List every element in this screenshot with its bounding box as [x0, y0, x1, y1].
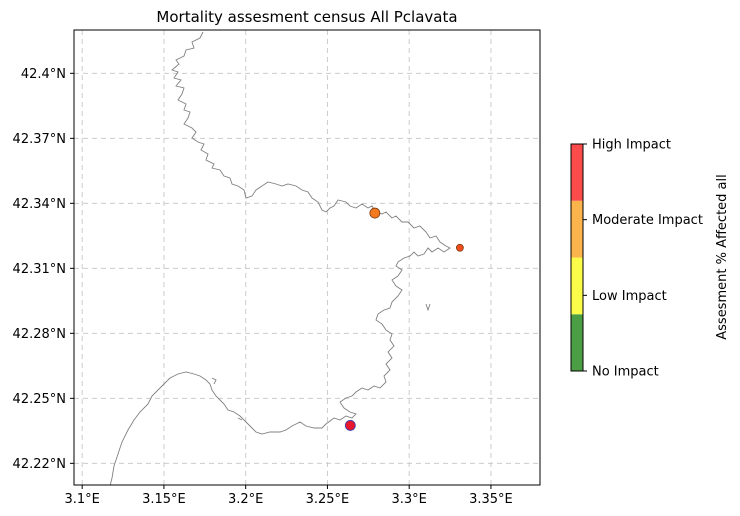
colorbar-segment-0 [571, 314, 583, 371]
map-frame [73, 29, 541, 486]
colorbar-segments [571, 144, 583, 371]
colorbar-segment-3 [571, 144, 583, 201]
y-tick-label: 42.22°N [13, 457, 66, 472]
x-tick-label: 3.2°E [228, 492, 263, 507]
coastline-islet-2 [211, 377, 217, 385]
coastline-layer [109, 31, 451, 485]
y-tick-label: 42.37°N [13, 132, 66, 147]
coastline-islet-1 [425, 303, 431, 312]
assessment-point-0 [369, 207, 381, 219]
y-tick-label: 42.31°N [13, 262, 66, 277]
grid-lines [74, 30, 540, 485]
x-tick-label: 3.35°E [469, 492, 513, 507]
y-axis-ticks: 42.22°N 42.25°N 42.28°N 42.31°N 42.34°N 42.37… [13, 67, 74, 472]
assessment-point-2 [344, 420, 356, 431]
y-tick-label: 42.28°N [13, 327, 66, 342]
coastline-main [109, 31, 451, 485]
coastline-islet-3 [237, 417, 243, 421]
colorbar-ticks: No Impact Low Impact Moderate Impact High I… [583, 138, 703, 380]
x-tick-label: 3.3°E [391, 492, 426, 507]
y-tick-label: 42.34°N [13, 197, 66, 212]
y-tick-label: 42.25°N [13, 392, 66, 407]
x-tick-label: 3.15°E [142, 492, 186, 507]
colorbar-tick-label: Low Impact [592, 289, 667, 304]
colorbar-frame [570, 143, 584, 372]
assessment-points [344, 207, 464, 431]
map-axes: 3.1°E 3.15°E 3.2°E 3.25°E 3.3°E 3.35°E 42.22°… [13, 29, 541, 507]
colorbar-label: Assesment % Affected all [715, 174, 730, 340]
x-tick-label: 3.1°E [64, 492, 99, 507]
map-title: Mortality assesment census All Pclavata [156, 8, 457, 26]
colorbar: No Impact Low Impact Moderate Impact High I… [570, 138, 730, 380]
x-tick-label: 3.25°E [306, 492, 350, 507]
colorbar-tick-label: No Impact [592, 365, 659, 380]
colorbar-segment-1 [571, 257, 583, 315]
assessment-point-1 [455, 243, 464, 252]
colorbar-tick-label: Moderate Impact [592, 213, 703, 228]
x-axis-ticks: 3.1°E 3.15°E 3.2°E 3.25°E 3.3°E 3.35°E [64, 485, 513, 507]
y-tick-label: 42.4°N [21, 67, 66, 82]
colorbar-segment-2 [571, 200, 583, 258]
colorbar-tick-label: High Impact [592, 138, 671, 153]
